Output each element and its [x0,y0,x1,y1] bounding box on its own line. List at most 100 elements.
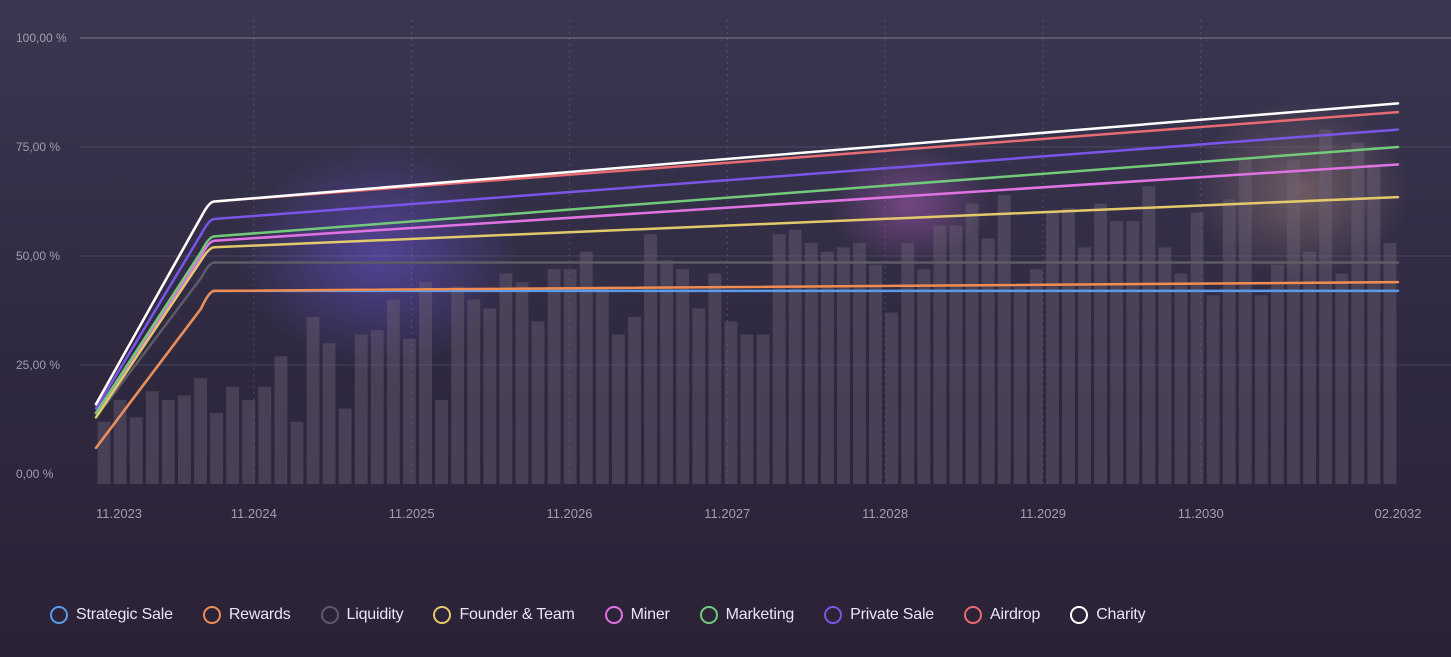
background-bar [1222,199,1236,484]
background-bar [1303,251,1317,484]
background-bar [370,330,384,484]
ring-icon [964,606,982,624]
background-bar [676,269,690,484]
legend-item-private-sale[interactable]: Private Sale [824,598,934,632]
chart-canvas: 100,00 % 75,00 % 50,00 % 25,00 % 0,00 % 11.20… [16,20,1451,521]
background-bar [740,334,754,484]
ring-icon [604,606,623,624]
x-tick-label: 11.2028 [862,506,908,521]
background-bar [547,269,561,484]
background-bar [917,269,931,484]
background-bar [756,334,770,484]
series-line-founder-team [94,195,1400,419]
legend-label: Founder & Team [459,606,575,623]
glow-peach [1190,100,1410,280]
background-bar [306,317,320,484]
y-tick-label: 25,00 % [16,358,60,372]
background-bar [242,399,256,484]
legend-label: Marketing [725,606,795,623]
background-bar [820,251,834,484]
background-bar [483,308,497,484]
legend-item-charity[interactable]: Charity [1070,598,1146,632]
legend-label: Airdrop [990,606,1041,623]
ring-icon [320,606,339,624]
legend-label: Private Sale [850,606,934,623]
background-bar [258,386,272,484]
x-tick-label: 11.2025 [389,506,435,521]
background-bar [113,399,127,484]
background-bar [1029,269,1043,484]
background-bar [804,242,818,484]
background-bar [933,225,947,485]
background-bar [579,251,593,484]
background-bar [322,343,336,484]
background-bar [499,273,513,484]
background-bar [644,234,657,484]
ring-icon [50,606,68,624]
x-tick-label: 11.2029 [1020,506,1066,521]
ring-icon [824,606,843,624]
ring-icon [1070,606,1089,624]
background-bar [1287,160,1300,484]
background-bar [1078,247,1091,484]
background-bar [1206,295,1220,484]
background-bar [563,269,577,484]
background-bar [226,386,240,484]
legend-label: Rewards [228,606,291,623]
background-bar [161,399,175,484]
background-bar [435,399,449,484]
ring-icon [202,606,221,624]
background-bar [965,203,979,484]
series-line-charity [94,102,1400,406]
background-bar [1367,164,1381,484]
background-bar [1238,160,1252,484]
background-bar [869,264,883,484]
series-line-miner [94,163,1400,415]
background-bar [177,395,191,484]
background-bar [1045,212,1059,484]
series-line-private-sale [94,128,1400,410]
background-bar [901,242,915,484]
background-bar [274,356,288,484]
background-bar [772,234,786,484]
y-tick-label: 0,00 % [16,467,54,481]
x-tick-label: 11.2027 [704,506,750,521]
background-bar [949,225,963,485]
background-bar [97,421,111,484]
background-bar [1319,129,1333,484]
background-bar [451,286,465,484]
ring-icon [433,606,452,624]
legend-item-founder-team[interactable]: Founder & Team [433,598,575,632]
background-bar [1094,203,1108,484]
legend-item-strategic-sale[interactable]: Strategic Sale [50,598,173,632]
background-bar [788,229,802,484]
chart-legend: Strategic Sale Rewards Liquidity Founder & … [50,598,1175,632]
x-tick-label: 11.2023 [96,506,142,521]
background-bar [885,312,899,484]
background-bar [1190,212,1204,484]
legend-item-rewards[interactable]: Rewards [202,598,291,632]
background-bar [708,273,722,484]
y-tick-label: 75,00 % [16,140,60,154]
series-line-liquidity [94,261,1400,419]
background-bar [595,286,609,484]
legend-item-airdrop[interactable]: Airdrop [964,598,1040,632]
background-bar [1335,273,1349,484]
background-bar [1126,221,1140,484]
background-bar [354,334,368,484]
background-bar [1174,273,1188,484]
background-bar [386,299,400,484]
background-bar [853,242,866,484]
background-bar [403,338,416,484]
background-bars [97,129,1397,485]
background-bar [419,282,432,484]
legend-item-marketing[interactable]: Marketing [699,598,795,632]
y-tick-label: 100,00 % [16,31,67,45]
background-bar [531,321,545,484]
background-bar [1013,286,1027,484]
background-bar [1351,142,1365,484]
y-tick-label: 50,00 % [16,249,60,263]
legend-item-miner[interactable]: Miner [604,598,670,632]
legend-item-liquidity[interactable]: Liquidity [320,598,404,632]
background-bar [1271,264,1284,484]
